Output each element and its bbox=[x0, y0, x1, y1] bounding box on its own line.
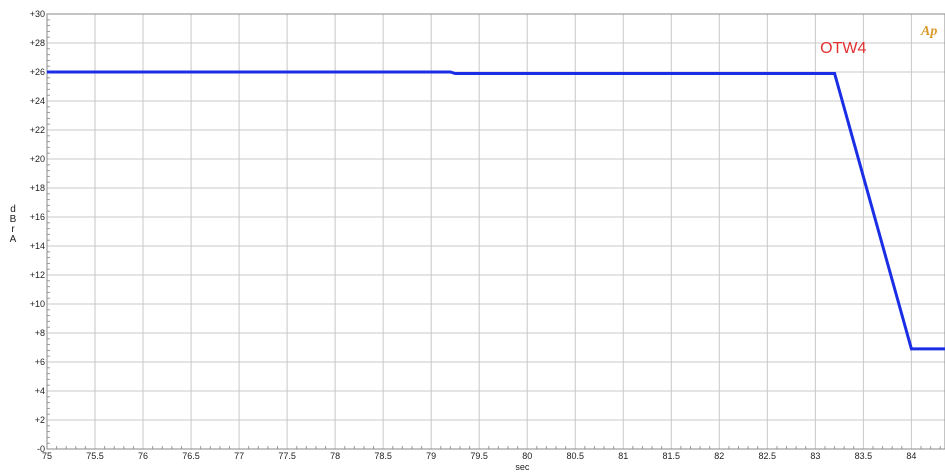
x-tick-label: 79 bbox=[426, 451, 436, 461]
y-tick-label: +12 bbox=[30, 270, 45, 280]
y-tick-label: -0 bbox=[37, 444, 45, 454]
x-tick-label: 75.5 bbox=[86, 451, 104, 461]
x-tick-label: 76 bbox=[138, 451, 148, 461]
annotation-otw4: OTW4 bbox=[820, 40, 866, 57]
x-tick-label: 75 bbox=[42, 451, 52, 461]
y-axis-label-letter: A bbox=[10, 234, 17, 245]
y-tick-label: +24 bbox=[30, 96, 45, 106]
y-tick-labels: -0 +2 +4 +6 +8 +10 +12 +14 +16 +18 +20 +22 +24 +26 +28… bbox=[30, 9, 45, 454]
grid bbox=[47, 14, 945, 449]
plot-frame bbox=[46, 13, 945, 450]
y-tick-label: +28 bbox=[30, 38, 45, 48]
x-tick-label: 81.5 bbox=[663, 451, 681, 461]
y-tick-label: +30 bbox=[30, 9, 45, 19]
y-tick-label: +22 bbox=[30, 125, 45, 135]
x-tick-label: 78.5 bbox=[374, 451, 392, 461]
x-tick-labels: 75 75.5 76 76.5 77 77.5 78 78.5 79 79.5 80 80.5 81 81… bbox=[42, 451, 916, 461]
x-tick-label: 80.5 bbox=[566, 451, 584, 461]
logo: Ap bbox=[920, 24, 937, 39]
y-axis-label-letter: B bbox=[10, 214, 17, 225]
y-tick-label: +8 bbox=[35, 328, 45, 338]
series-layer bbox=[47, 70, 945, 351]
x-tick-label: 77.5 bbox=[278, 451, 296, 461]
x-tick-label: 76.5 bbox=[182, 451, 200, 461]
y-axis-label-letter: d bbox=[10, 204, 16, 215]
y-tick-label: +18 bbox=[30, 183, 45, 193]
x-tick-label: 81 bbox=[618, 451, 628, 461]
x-tick-label: 78 bbox=[330, 451, 340, 461]
x-tick-label: 77 bbox=[234, 451, 244, 461]
x-axis-label: sec bbox=[515, 462, 530, 472]
y-tick-label: +26 bbox=[30, 67, 45, 77]
y-tick-label: +2 bbox=[35, 415, 45, 425]
y-tick-label: +14 bbox=[30, 241, 45, 251]
y-tick-label: +6 bbox=[35, 357, 45, 367]
x-tick-label: 83 bbox=[810, 451, 820, 461]
y-tick-label: +20 bbox=[30, 154, 45, 164]
y-tick-label: +4 bbox=[35, 386, 45, 396]
x-tick-label: 83.5 bbox=[855, 451, 873, 461]
x-tick-label: 80 bbox=[522, 451, 532, 461]
x-tick-label: 82.5 bbox=[759, 451, 777, 461]
x-tick-label: 79.5 bbox=[470, 451, 488, 461]
x-tick-label: 82 bbox=[714, 451, 724, 461]
minor-ticks bbox=[47, 19, 941, 449]
series-line bbox=[47, 70, 945, 351]
y-tick-label: +10 bbox=[30, 299, 45, 309]
y-axis-label-letter: r bbox=[11, 224, 15, 235]
y-tick-label: +16 bbox=[30, 212, 45, 222]
x-tick-label: 84 bbox=[906, 451, 916, 461]
